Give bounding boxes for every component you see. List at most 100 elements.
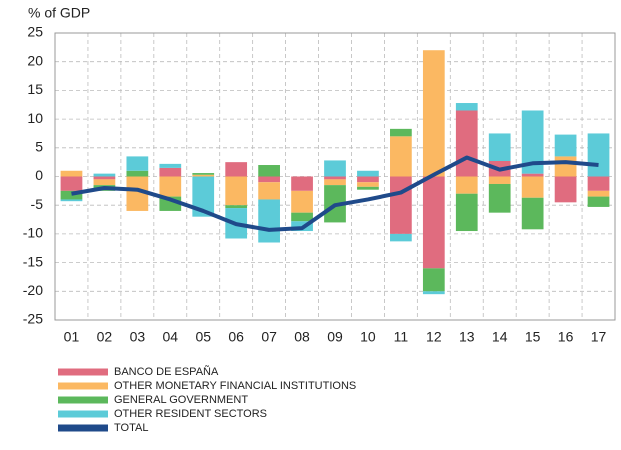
bar-segment xyxy=(258,199,280,243)
y-axis-label: % of GDP xyxy=(28,5,90,21)
bar-segment xyxy=(521,173,544,177)
bar-segment xyxy=(93,173,116,177)
bar-segment xyxy=(126,170,149,177)
bar-segment xyxy=(159,167,182,177)
bar-segment xyxy=(587,196,610,207)
x-tick-label: 13 xyxy=(459,329,475,345)
bar-segment xyxy=(521,110,544,174)
bar-segment xyxy=(192,176,215,217)
bar-segment xyxy=(455,193,478,232)
bar-segment xyxy=(488,176,511,184)
bar-segment xyxy=(60,170,83,177)
bar-segment xyxy=(258,165,280,177)
bar-segment xyxy=(357,186,379,190)
x-tick-label: 12 xyxy=(426,329,442,345)
legend-label: OTHER RESIDENT SECTORS xyxy=(114,408,267,420)
bar-segment xyxy=(554,176,577,203)
y-tick-label: -15 xyxy=(23,253,43,269)
legend-swatch xyxy=(58,424,108,432)
bar-segment xyxy=(291,190,313,213)
x-tick-label: 04 xyxy=(163,329,179,345)
bar-segment xyxy=(587,133,610,177)
legend-swatch xyxy=(58,396,108,404)
bar-segment xyxy=(521,176,544,198)
y-tick-label: 25 xyxy=(27,24,43,40)
bar-segment xyxy=(554,134,577,157)
bar-segment xyxy=(488,183,511,213)
bar-segment xyxy=(159,163,182,168)
y-tick-label: 5 xyxy=(35,139,43,155)
legend-swatch xyxy=(58,368,108,376)
bar-segment xyxy=(390,136,412,177)
plot-frame xyxy=(54,32,616,321)
bar-segment xyxy=(357,182,379,187)
x-tick-label: 17 xyxy=(591,329,607,345)
legend-label: BANCO DE ESPAÑA xyxy=(114,365,219,378)
y-tick-label: 15 xyxy=(27,81,43,97)
bar-segment xyxy=(521,197,544,230)
x-tick-label: 09 xyxy=(327,329,343,345)
x-tick-label: 07 xyxy=(261,329,277,345)
bar-segment xyxy=(192,173,215,175)
legend-label: TOTAL xyxy=(114,422,148,434)
bar-segment xyxy=(587,190,610,197)
legend-label: OTHER MONETARY FINANCIAL INSTITUTIONS xyxy=(114,380,356,392)
y-tick-label: -5 xyxy=(31,196,44,212)
x-tick-label: 01 xyxy=(64,329,80,345)
bar-segment xyxy=(422,176,445,269)
x-tick-label: 15 xyxy=(525,329,541,345)
x-tick-label: 16 xyxy=(558,329,574,345)
y-tick-label: 0 xyxy=(35,167,43,183)
bar-segment xyxy=(390,128,412,137)
x-tick-label: 03 xyxy=(130,329,146,345)
x-tick-label: 06 xyxy=(228,329,244,345)
bar-segment xyxy=(390,176,412,234)
bar-segment xyxy=(258,176,280,183)
bar-segment xyxy=(357,176,379,183)
x-tick-label: 11 xyxy=(394,329,409,345)
bar-segment xyxy=(126,176,149,211)
x-tick-label: 05 xyxy=(195,329,211,345)
bar-segment xyxy=(488,133,511,162)
bar-segment xyxy=(60,190,83,200)
y-tick-label: 20 xyxy=(27,52,43,68)
y-tick-label: -25 xyxy=(23,311,43,327)
bar-segment xyxy=(455,176,478,194)
bar-segment xyxy=(324,160,346,177)
y-tick-label: -20 xyxy=(23,282,43,298)
x-tick-label: 08 xyxy=(294,329,310,345)
bar-segment xyxy=(225,176,248,206)
y-tick-label: 10 xyxy=(27,110,43,126)
bar-segment xyxy=(422,50,445,177)
bar-segment xyxy=(126,156,149,171)
bar-segment xyxy=(324,179,346,186)
bar-segment xyxy=(324,176,346,180)
bar-segment xyxy=(159,176,182,197)
bar-segment xyxy=(554,156,577,177)
bar-segment xyxy=(291,176,313,191)
bar-segment xyxy=(60,199,83,202)
legend-swatch xyxy=(58,410,108,418)
bar-segment xyxy=(357,170,379,177)
bar-segment xyxy=(390,233,412,242)
bar-segment xyxy=(225,162,248,177)
bar-segment xyxy=(291,212,313,222)
y-tick-label: -10 xyxy=(23,225,43,241)
bar-segment xyxy=(455,103,478,111)
bar-segment xyxy=(93,176,116,180)
bar-segment xyxy=(422,291,445,295)
bar-segment xyxy=(192,174,215,177)
x-tick-label: 14 xyxy=(492,329,508,345)
bar-segment xyxy=(60,176,83,191)
total-line xyxy=(71,155,599,232)
bar-segment xyxy=(587,176,610,191)
bar-segment xyxy=(258,182,280,200)
bar-segment xyxy=(225,205,248,209)
x-tick-label: 02 xyxy=(97,329,113,345)
bar-segment xyxy=(422,268,445,292)
legend-swatch xyxy=(58,382,108,390)
bar-segment xyxy=(93,179,116,186)
legend-label: GENERAL GOVERNMENT xyxy=(114,394,248,406)
